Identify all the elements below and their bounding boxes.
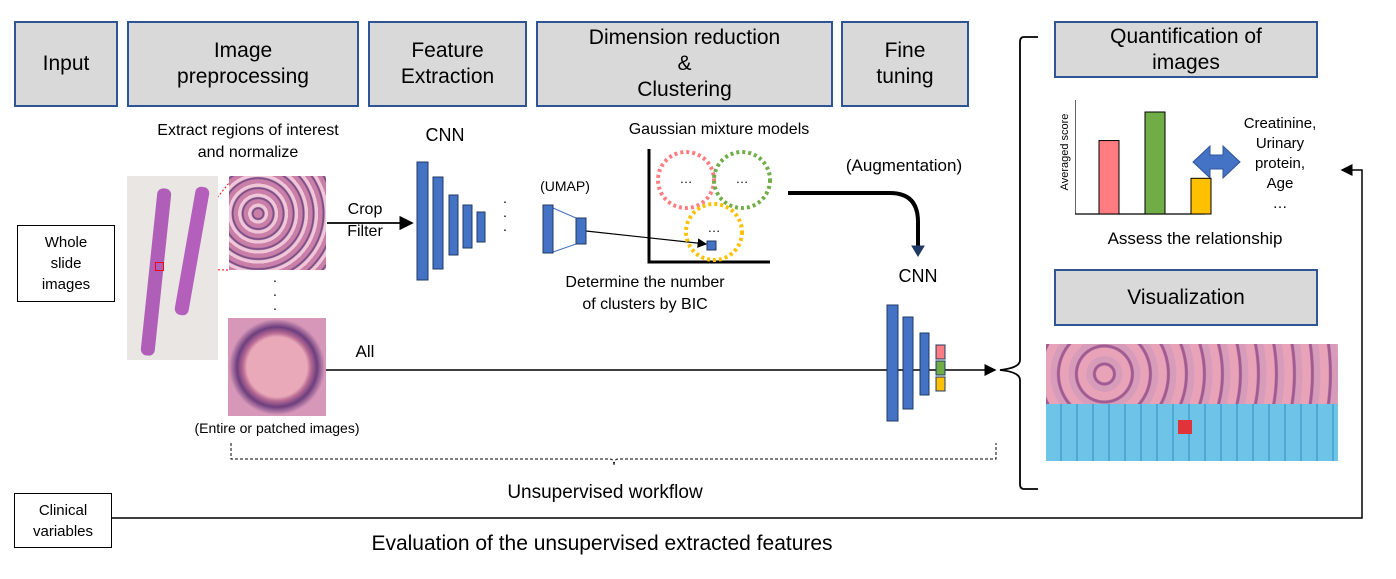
- patch-image-top: [229, 176, 326, 270]
- patch-dots: · · ·: [272, 272, 278, 316]
- patch-image-bottom: [228, 318, 326, 416]
- whole-slide-images-box: Whole slide images: [17, 225, 115, 302]
- unsupervised-workflow-label: Unsupervised workflow: [507, 482, 703, 503]
- cnn-label-fine: CNN: [898, 266, 938, 286]
- unsupervised-bracket: [230, 443, 997, 467]
- header-image-preprocessing: Image preprocessing: [127, 21, 359, 107]
- gmm-label: Gaussian mixture models: [628, 121, 810, 138]
- header-feature-extraction: Feature Extraction: [368, 21, 527, 107]
- whole-slide-image: [127, 176, 218, 360]
- relationship-arrow: [1192, 144, 1241, 180]
- assess-relationship-label: Assess the relationship: [1107, 229, 1283, 248]
- header-input: Input: [14, 21, 118, 107]
- all-label: All: [355, 342, 375, 361]
- clinical-list-label: Creatinine, Urinary protein, Age …: [1243, 115, 1317, 212]
- extract-roi-label: Extract regions of interest and normaliz…: [157, 122, 339, 161]
- cluster-red-ellipsis: …: [679, 171, 693, 186]
- score-bar-1: [1098, 140, 1120, 215]
- roi-marker: [155, 262, 164, 271]
- cluster-red: [656, 150, 716, 210]
- clinical-feedback-line: [112, 164, 1363, 519]
- bic-label: Determine the number of clusters by BIC: [565, 274, 725, 313]
- results-bracket: [999, 36, 1038, 490]
- gmm-axes: [647, 149, 770, 264]
- cluster-green: [712, 150, 772, 210]
- bar-chart-svg: [1074, 100, 1212, 215]
- chart-y-label: Averaged score: [1059, 113, 1071, 191]
- umap-label: (UMAP): [540, 178, 590, 194]
- header-visualization: Visualization: [1054, 269, 1318, 326]
- header-dimension-reduction: Dimension reduction & Clustering: [536, 21, 833, 107]
- cluster-yellow-ellipsis: …: [707, 220, 721, 235]
- arrow-augmentation: [788, 191, 920, 247]
- visualization-histology: [1046, 344, 1338, 404]
- score-bar-2: [1144, 111, 1166, 215]
- score-bar-3: [1190, 177, 1212, 215]
- evaluation-label: Evaluation of the unsupervised extracted…: [371, 532, 833, 555]
- feature-dots: · · ·: [502, 193, 508, 237]
- crop-filter-label: Crop Filter: [347, 201, 383, 240]
- entire-patched-label: (Entire or patched images): [194, 420, 360, 436]
- header-quantification: Quantification of images: [1054, 21, 1318, 78]
- cluster-yellow: [684, 202, 744, 262]
- header-fine-tuning: Fine tuning: [841, 21, 969, 107]
- cnn-label-top: CNN: [425, 125, 465, 145]
- clinical-variables-box: Clinical variables: [14, 493, 112, 548]
- cluster-green-ellipsis: …: [735, 171, 749, 186]
- visualization-heatmap: [1046, 404, 1338, 461]
- augmentation-label: (Augmentation): [845, 156, 963, 175]
- averaged-score-chart: [1074, 98, 1235, 216]
